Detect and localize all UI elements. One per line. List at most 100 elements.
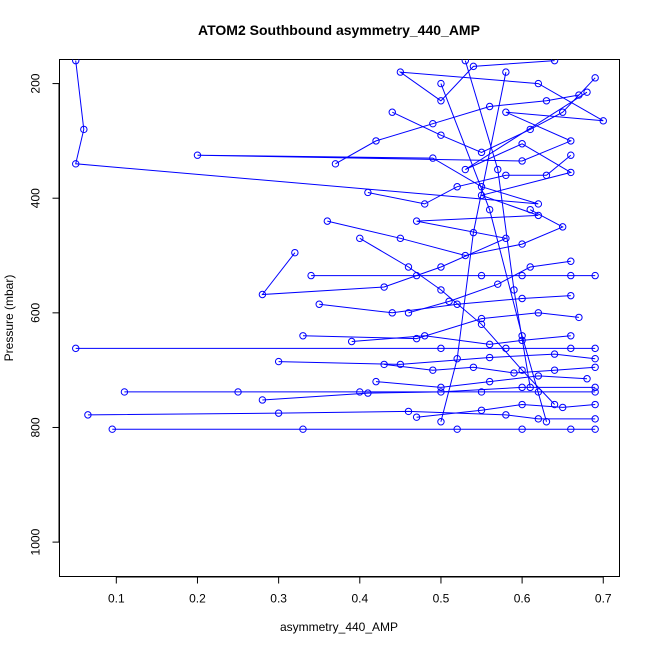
data-point [234,388,242,396]
x-tick-label: 0.6 [514,592,531,606]
data-point [518,140,526,148]
data-point [591,363,599,371]
x-axis: 0.1 0.2 0.3 0.4 0.5 0.6 0.7 [108,576,612,606]
data-point [567,257,575,265]
data-point [518,157,526,165]
series-8 [274,350,599,369]
series-12 [331,91,583,168]
series-16 [347,332,575,349]
x-axis-label: asymmetry_440_AMP [280,620,398,634]
data-point [364,389,372,397]
data-point [591,425,599,433]
data-point [477,388,486,396]
data-point [518,294,526,303]
series-line [262,386,596,401]
data-point [80,125,88,134]
data-point [591,74,599,82]
data-point [550,366,559,374]
data-point [477,320,486,329]
series-line [440,72,507,422]
data-point [583,375,591,383]
data-point [437,97,445,105]
data-point [485,340,494,349]
series-line [87,410,596,420]
series-line [261,91,588,296]
series-layer [72,59,607,433]
data-point [299,425,307,433]
data-point [120,388,129,396]
data-point [550,350,559,358]
series-line [384,363,596,374]
data-point [323,217,332,225]
data-point [453,425,461,433]
data-point [380,283,388,291]
data-point [485,102,494,111]
data-point [421,200,429,208]
data-point [558,403,567,412]
data-point [347,337,356,346]
data-point [445,297,453,306]
data-point [567,291,575,300]
series-22 [461,59,534,392]
data-point [388,108,396,116]
series-20 [380,360,599,377]
data-point [542,97,551,105]
data-point [575,313,583,322]
series-line [392,77,596,153]
series-line [327,209,564,257]
series-23 [437,68,510,426]
y-tick-label: 400 [29,188,43,208]
data-point [542,171,551,179]
data-point [485,377,494,386]
series-line [351,335,571,345]
data-point [72,59,80,65]
data-point [502,108,510,116]
series-1 [258,88,591,299]
data-point [274,409,283,417]
data-point [567,332,575,340]
data-point [461,59,469,65]
data-point [331,160,340,168]
data-point [518,271,526,280]
data-point [477,406,486,414]
data-point [412,413,421,421]
data-point [534,415,543,423]
data-point [72,344,80,353]
data-point [72,160,80,168]
data-point [567,271,575,280]
data-point [453,183,461,191]
data-point [567,344,575,353]
data-point [412,217,421,225]
series-line [408,260,571,314]
data-point [364,188,372,197]
data-point [461,251,469,260]
data-point [477,148,486,157]
series-14 [372,372,591,392]
data-point [258,290,267,299]
data-point [469,228,478,237]
y-axis-label: Pressure (mbar) [2,275,16,362]
data-point [108,425,116,433]
data-point [380,360,388,369]
data-point [437,344,445,353]
series-17 [364,151,575,208]
data-point [396,360,405,369]
series-9 [299,309,583,343]
data-point [591,400,599,409]
y-tick-label: 800 [29,417,43,437]
chart-title: ATOM2 Southbound asymmetry_440_AMP [198,22,480,38]
y-axis: 200 400 600 800 1000 [29,73,60,555]
series-line [335,94,579,165]
data-point [534,372,543,380]
data-point [567,151,575,159]
data-point [429,119,437,128]
data-point [477,271,486,280]
data-point [477,314,486,323]
series-line [302,312,579,340]
data-point [485,353,494,362]
series-13 [356,234,559,409]
data-point [591,354,599,363]
data-point [299,332,307,340]
data-point [591,383,599,392]
